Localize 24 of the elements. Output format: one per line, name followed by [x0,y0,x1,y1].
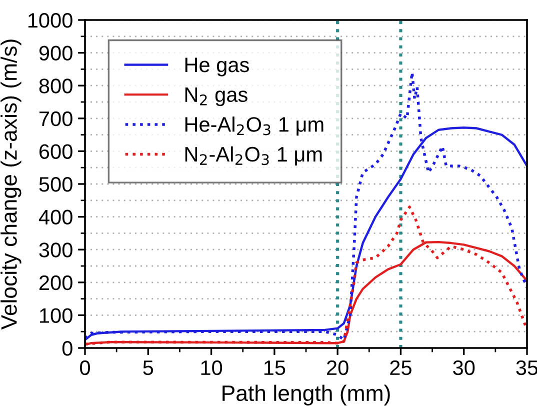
y-tick-label: 0 [62,341,72,356]
x-tick-label: 25 [390,360,412,376]
legend-label: N$_{2}$ gas [185,87,248,106]
y-axis-title: Velocity change (z-axis) (m/s) [0,40,22,330]
y-tick-label: 400 [38,210,72,225]
y-tick-label: 300 [39,242,72,258]
y-tick-label: 100 [40,308,72,323]
y-tick-label: 700 [40,111,72,126]
legend-label: He-Al$_{2}$O$_{3}$ 1 μm [185,116,324,136]
y-tick-label: 500 [39,177,72,192]
y-tick-label: 600 [39,144,72,159]
x-axis-title: Path length (mm) [222,384,390,406]
x-tick-label: 20 [327,360,348,376]
x-tick-label: 5 [143,360,154,376]
legend-label: N$_{2}$-Al$_{2}$O$_{3}$ 1 μm [185,146,322,166]
x-tick-label: 30 [453,360,475,376]
y-tick-label: 200 [39,275,72,290]
y-tick-label: 900 [39,46,72,61]
x-tick-label: 15 [264,360,286,376]
x-tick-label: 10 [201,360,222,376]
y-tick-label: 1000 [28,13,72,28]
legend-label: He gas [185,58,249,76]
x-tick-label: 0 [80,360,90,376]
y-tick-label: 800 [39,78,72,94]
